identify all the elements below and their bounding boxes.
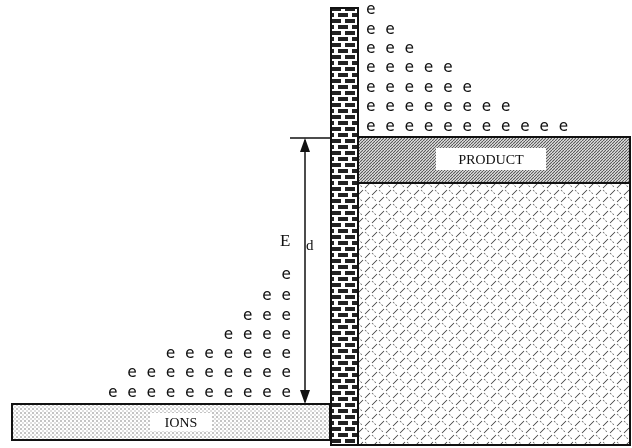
electron-row: e e e e e e e e e e e: [366, 116, 568, 135]
product-block: [357, 182, 631, 446]
electron-row: e e e e e e e: [166, 343, 291, 362]
electron-row: e e e e e e: [366, 77, 472, 96]
ions-label-bg: [150, 413, 212, 431]
electron-row: e e e e e e e e: [366, 96, 511, 115]
electron-row: e e e e e e e e e: [127, 362, 291, 381]
product-label-bg: [436, 148, 546, 170]
energy-subscript: d: [306, 238, 314, 254]
ions-label: IONS: [165, 416, 198, 431]
electron-row: e: [281, 264, 291, 283]
electron-row: e: [366, 0, 376, 18]
energy-symbol: E: [280, 231, 290, 250]
product-label: PRODUCT: [458, 153, 524, 168]
electron-row: e e: [366, 19, 395, 38]
electron-row: e e e: [243, 305, 291, 324]
product-band: [357, 136, 631, 184]
electron-row: e e: [262, 285, 291, 304]
electron-row: e e e e e: [366, 57, 453, 76]
electron-row: e e e: [366, 38, 414, 57]
electron-row: e e e e e e e e e e: [108, 382, 291, 401]
electron-row: e e e e: [224, 324, 291, 343]
barrier-wall: [330, 7, 359, 446]
